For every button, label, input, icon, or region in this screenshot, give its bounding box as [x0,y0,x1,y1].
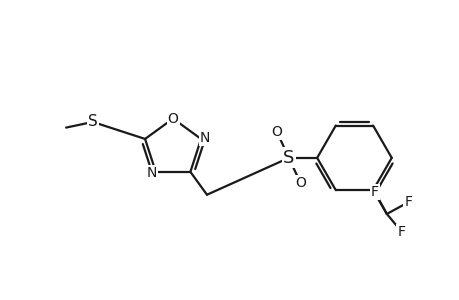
Text: F: F [370,185,378,200]
Text: N: N [199,131,210,145]
Text: F: F [403,195,412,209]
Text: S: S [88,115,97,130]
Text: S: S [283,149,294,167]
Text: N: N [146,166,157,180]
Text: O: O [295,176,305,190]
Text: F: F [397,225,405,238]
Text: O: O [167,112,178,126]
Text: O: O [271,125,282,139]
